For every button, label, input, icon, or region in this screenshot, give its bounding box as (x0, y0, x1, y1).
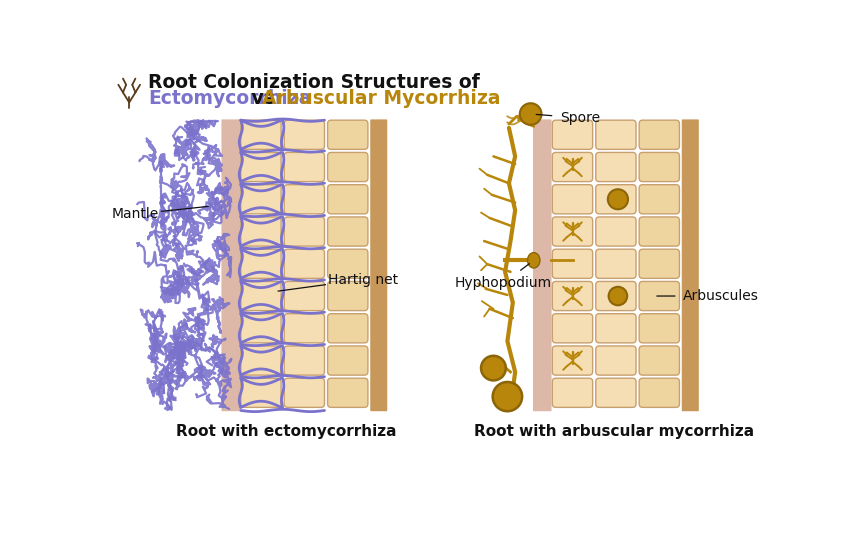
FancyBboxPatch shape (328, 314, 368, 343)
FancyBboxPatch shape (639, 120, 679, 149)
FancyBboxPatch shape (284, 120, 324, 149)
FancyBboxPatch shape (284, 152, 324, 182)
Text: Root with arbuscular mycorrhiza: Root with arbuscular mycorrhiza (474, 424, 753, 439)
FancyBboxPatch shape (284, 314, 324, 343)
FancyBboxPatch shape (284, 378, 324, 407)
FancyBboxPatch shape (328, 120, 368, 149)
FancyBboxPatch shape (533, 119, 551, 411)
FancyBboxPatch shape (639, 281, 679, 311)
FancyBboxPatch shape (328, 346, 368, 375)
FancyBboxPatch shape (552, 281, 593, 311)
FancyBboxPatch shape (241, 184, 281, 214)
Text: Arbuscules: Arbuscules (657, 289, 759, 303)
FancyBboxPatch shape (284, 346, 324, 375)
FancyBboxPatch shape (241, 378, 281, 407)
FancyBboxPatch shape (596, 184, 636, 214)
FancyBboxPatch shape (552, 314, 593, 343)
FancyBboxPatch shape (596, 378, 636, 407)
FancyBboxPatch shape (370, 119, 387, 411)
FancyBboxPatch shape (596, 346, 636, 375)
FancyBboxPatch shape (682, 119, 699, 411)
FancyBboxPatch shape (241, 281, 281, 311)
Text: Root Colonization Structures of: Root Colonization Structures of (148, 73, 480, 92)
FancyBboxPatch shape (241, 120, 281, 149)
Circle shape (608, 189, 628, 209)
Ellipse shape (527, 253, 540, 268)
Circle shape (609, 287, 627, 305)
FancyBboxPatch shape (596, 152, 636, 182)
FancyBboxPatch shape (639, 184, 679, 214)
FancyBboxPatch shape (284, 184, 324, 214)
FancyBboxPatch shape (284, 281, 324, 311)
FancyBboxPatch shape (596, 314, 636, 343)
Text: Ectomycorrhiza: Ectomycorrhiza (148, 88, 311, 108)
FancyBboxPatch shape (552, 152, 593, 182)
FancyBboxPatch shape (241, 249, 281, 278)
FancyBboxPatch shape (241, 217, 281, 246)
FancyBboxPatch shape (552, 249, 593, 278)
FancyBboxPatch shape (639, 217, 679, 246)
Circle shape (519, 103, 542, 125)
FancyBboxPatch shape (552, 346, 593, 375)
Text: Mantle: Mantle (112, 206, 208, 221)
FancyBboxPatch shape (596, 217, 636, 246)
FancyBboxPatch shape (328, 249, 368, 278)
Text: Root with ectomycorrhiza: Root with ectomycorrhiza (175, 424, 396, 439)
Text: Hartig net: Hartig net (278, 272, 398, 291)
FancyBboxPatch shape (639, 152, 679, 182)
Text: Hyphopodium: Hyphopodium (455, 264, 552, 290)
FancyBboxPatch shape (639, 378, 679, 407)
FancyBboxPatch shape (639, 249, 679, 278)
FancyBboxPatch shape (552, 217, 593, 246)
FancyBboxPatch shape (552, 120, 593, 149)
FancyBboxPatch shape (328, 378, 368, 407)
FancyBboxPatch shape (639, 346, 679, 375)
FancyBboxPatch shape (241, 314, 281, 343)
Text: vs: vs (245, 88, 282, 108)
FancyBboxPatch shape (328, 152, 368, 182)
Text: Arbuscular Mycorrhiza: Arbuscular Mycorrhiza (262, 88, 501, 108)
FancyBboxPatch shape (221, 119, 240, 411)
FancyBboxPatch shape (596, 120, 636, 149)
FancyBboxPatch shape (552, 378, 593, 407)
FancyBboxPatch shape (328, 217, 368, 246)
Circle shape (493, 382, 522, 411)
FancyBboxPatch shape (241, 346, 281, 375)
FancyBboxPatch shape (328, 184, 368, 214)
FancyBboxPatch shape (284, 217, 324, 246)
FancyBboxPatch shape (284, 249, 324, 278)
FancyBboxPatch shape (552, 184, 593, 214)
FancyBboxPatch shape (596, 281, 636, 311)
Circle shape (481, 356, 506, 381)
Text: Spore: Spore (536, 111, 600, 125)
FancyBboxPatch shape (328, 281, 368, 311)
FancyBboxPatch shape (241, 152, 281, 182)
FancyBboxPatch shape (639, 314, 679, 343)
FancyBboxPatch shape (596, 249, 636, 278)
